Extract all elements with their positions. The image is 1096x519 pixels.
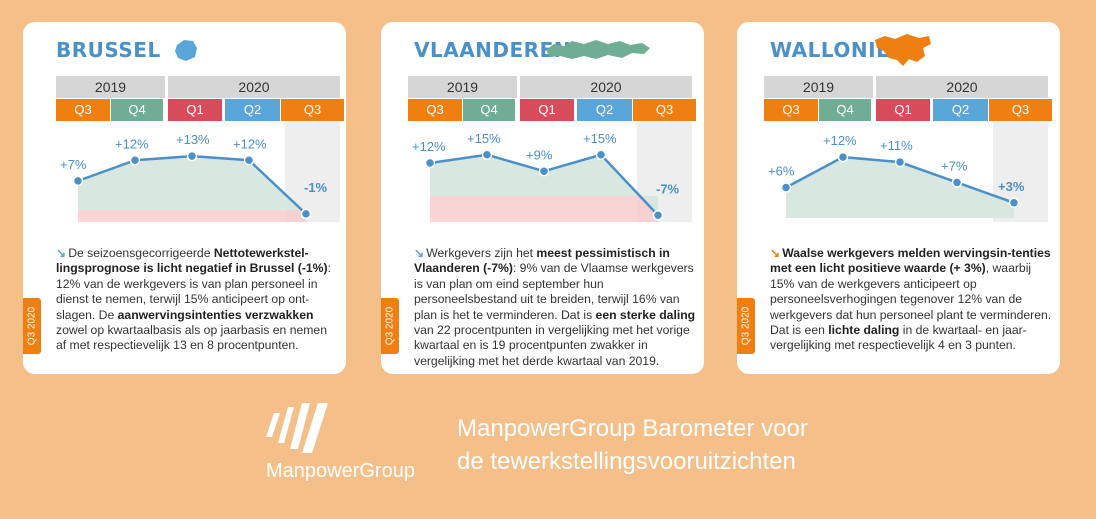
chart-brussel: +7% +12% +13% +12% -1%: [60, 122, 340, 222]
data-label: +9%: [526, 147, 553, 162]
quarter-row: Q3 Q4 Q1 Q2 Q3: [56, 99, 344, 121]
data-point: [595, 149, 607, 160]
brand-name: ManpowerGroup: [266, 460, 415, 482]
quarter-cell: Q2: [225, 99, 280, 121]
data-point: [72, 175, 84, 187]
data-label: -7%: [656, 181, 680, 196]
year-row: 2019 2020: [56, 76, 340, 98]
brussels-map-icon: [175, 40, 197, 61]
data-label: +7%: [60, 157, 87, 172]
quarter-cell: Q3: [633, 99, 696, 121]
quarter-cell: Q3: [989, 99, 1052, 121]
data-label: -1%: [304, 180, 328, 195]
quarter-cell: Q3: [408, 99, 462, 121]
flanders-map-icon: [546, 40, 650, 59]
quarter-cell: Q1: [520, 99, 574, 121]
side-tab: Q3 2020: [381, 298, 399, 354]
year-2019: 2019: [56, 76, 165, 98]
quarter-cell: Q1: [168, 99, 222, 121]
data-point: [1008, 197, 1020, 209]
year-row: 2019 2020: [408, 76, 692, 98]
side-tab: Q3 2020: [737, 298, 755, 354]
tagline-line-1: ManpowerGroup Barometer voor: [457, 415, 808, 442]
tagline: ManpowerGroup Barometer voor de tewerkst…: [457, 412, 808, 478]
chart-vlaanderen: +12% +15% +9% +15% -7%: [412, 122, 692, 222]
data-label: +6%: [768, 164, 795, 179]
card-title: WALLONIË: [770, 38, 891, 62]
quarter-cell: Q3: [281, 99, 344, 121]
quarter-cell: Q1: [876, 99, 930, 121]
card-title: BRUSSEL: [56, 38, 161, 62]
manpowergroup-logo-icon: [266, 403, 328, 453]
quarter-cell: Q4: [819, 99, 871, 121]
data-point: [243, 155, 255, 166]
quarter-cell: Q3: [56, 99, 110, 121]
tagline-line-2: de tewerkstellingsvooruitzichten: [457, 448, 796, 475]
year-2020: 2020: [168, 76, 340, 98]
arrow-icon: ↘: [770, 246, 781, 260]
data-point: [780, 182, 792, 193]
quarter-cell: Q3: [764, 99, 818, 121]
side-tab: Q3 2020: [23, 298, 41, 354]
series-area: [786, 157, 1014, 218]
year-2019: 2019: [764, 76, 873, 98]
card-text: ↘ Werkgevers zijn het meest pessimistisch…: [414, 246, 696, 368]
data-point: [951, 177, 963, 188]
negative-zone: [430, 196, 658, 222]
year-row: 2019 2020: [764, 76, 1048, 98]
series-area: [78, 156, 306, 214]
data-label: +15%: [583, 131, 617, 146]
arrow-icon: ↘: [56, 246, 67, 260]
data-point: [652, 210, 664, 221]
card-wallonie: WALLONIË 2019 2020 Q3 Q4 Q1 Q2 Q3 +6% +12% +11…: [737, 22, 1060, 374]
data-label: +15%: [467, 131, 501, 146]
data-point: [424, 157, 436, 169]
negative-zone: [78, 209, 306, 222]
quarter-cell: Q4: [463, 99, 515, 121]
quarter-cell: Q4: [111, 99, 163, 121]
arrow-icon: ↘: [414, 246, 425, 260]
data-point: [837, 151, 849, 163]
card-brussel: BRUSSEL 2019 2020 Q3 Q4 Q1 Q2 Q3 +7% +12% +13%…: [23, 22, 346, 374]
data-label: +3%: [998, 179, 1025, 194]
data-label: +12%: [115, 136, 149, 151]
data-label: +11%: [880, 138, 913, 153]
series-area: [430, 154, 658, 216]
year-2019: 2019: [408, 76, 517, 98]
data-point: [300, 208, 312, 220]
data-label: +12%: [412, 139, 446, 154]
card-title: VLAANDEREN: [414, 38, 571, 62]
quarter-cell: Q2: [577, 99, 632, 121]
data-label: +12%: [233, 136, 267, 151]
card-vlaanderen: VLAANDEREN 2019 2020 Q3 Q4 Q1 Q2 Q3 +12% +15%…: [381, 22, 704, 374]
data-label: +7%: [941, 158, 968, 173]
quarter-cell: Q2: [933, 99, 988, 121]
data-point: [538, 166, 550, 177]
year-2020: 2020: [520, 76, 692, 98]
chart-wallonie: +6% +12% +11% +7% +3%: [768, 122, 1048, 222]
data-point: [186, 150, 198, 162]
data-point: [894, 156, 906, 168]
year-2020: 2020: [876, 76, 1048, 98]
card-text: ↘ De seizoensgecorrigeerde Nettotewerkste…: [56, 246, 331, 353]
card-text: ↘ Waalse werkgevers melden wervingsin-ten…: [770, 246, 1052, 353]
data-label: +13%: [176, 132, 210, 147]
quarter-row: Q3 Q4 Q1 Q2 Q3: [408, 99, 696, 121]
data-label: +12%: [823, 133, 857, 148]
data-point: [129, 155, 141, 166]
quarter-row: Q3 Q4 Q1 Q2 Q3: [764, 99, 1052, 121]
data-point: [481, 149, 493, 160]
wallonia-map-icon: [875, 34, 931, 66]
